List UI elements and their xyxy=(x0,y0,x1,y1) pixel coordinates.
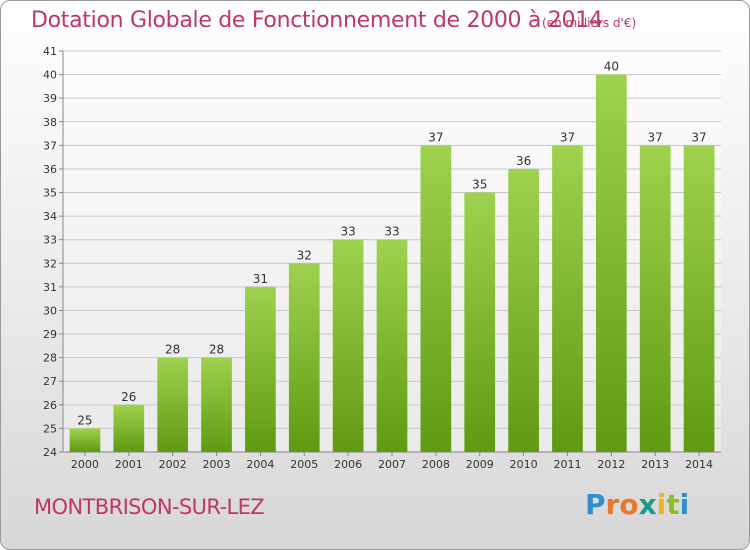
bar xyxy=(288,263,320,452)
logo-letter: t xyxy=(666,488,680,521)
bar-value-label: 40 xyxy=(604,60,619,74)
bar xyxy=(157,357,189,452)
x-tick-label: 2012 xyxy=(597,458,625,471)
bar-value-label: 28 xyxy=(165,343,180,357)
x-tick-label: 2007 xyxy=(378,458,406,471)
x-tick-label: 2011 xyxy=(553,458,581,471)
bar-value-label: 31 xyxy=(253,272,268,286)
bar-value-label: 35 xyxy=(472,178,487,192)
logo-letter: P xyxy=(585,488,606,521)
logo-letter: x xyxy=(638,488,657,521)
x-tick-label: 2004 xyxy=(246,458,274,471)
commune-name: MONTBRISON-SUR-LEZ xyxy=(34,495,265,519)
chart-title: Dotation Globale de Fonctionnement de 20… xyxy=(31,8,603,33)
bar xyxy=(201,357,232,452)
x-tick-label: 2005 xyxy=(290,458,318,471)
bar xyxy=(113,404,145,452)
proxiti-logo: Proxiti xyxy=(585,488,689,521)
unit-note: (en milliers d'€) xyxy=(542,16,637,30)
bar-value-label: 33 xyxy=(340,225,355,239)
y-tick-label: 40 xyxy=(43,69,57,82)
bar-value-label: 25 xyxy=(77,413,92,427)
x-tick-label: 2013 xyxy=(641,458,669,471)
y-tick-label: 37 xyxy=(43,139,57,152)
bar-value-label: 33 xyxy=(384,225,399,239)
y-tick-label: 36 xyxy=(43,163,57,176)
x-tick-label: 2010 xyxy=(510,458,538,471)
bar xyxy=(332,239,364,452)
bar xyxy=(595,74,627,453)
x-tick-label: 2000 xyxy=(71,458,99,471)
y-tick-label: 24 xyxy=(43,446,57,459)
bar xyxy=(420,145,452,452)
y-tick-label: 28 xyxy=(43,352,57,365)
logo-letter: o xyxy=(619,488,639,521)
x-tick-label: 2014 xyxy=(685,458,713,471)
y-tick-label: 31 xyxy=(43,281,57,294)
x-tick-label: 2009 xyxy=(466,458,494,471)
bar-value-label: 37 xyxy=(560,130,575,144)
bar xyxy=(245,286,276,452)
bar-value-label: 37 xyxy=(428,130,443,144)
bar xyxy=(69,428,101,452)
bar-value-label: 37 xyxy=(648,130,663,144)
x-tick-label: 2003 xyxy=(203,458,231,471)
y-tick-label: 27 xyxy=(43,375,57,388)
bar-value-label: 32 xyxy=(297,248,312,262)
x-tick-label: 2006 xyxy=(334,458,362,471)
bar xyxy=(376,239,408,452)
logo-letter: i xyxy=(656,488,667,521)
x-tick-label: 2008 xyxy=(422,458,450,471)
bar-value-label: 28 xyxy=(209,343,224,357)
y-tick-label: 26 xyxy=(43,399,57,412)
y-tick-label: 29 xyxy=(43,328,57,341)
bar-value-label: 36 xyxy=(516,154,531,168)
bar xyxy=(464,192,496,452)
bar-value-label: 37 xyxy=(691,130,706,144)
y-tick-label: 32 xyxy=(43,257,57,270)
y-tick-label: 35 xyxy=(43,187,57,200)
y-tick-label: 38 xyxy=(43,116,57,129)
bar xyxy=(552,145,583,452)
y-tick-label: 25 xyxy=(43,422,57,435)
logo-letter: r xyxy=(605,488,620,521)
y-tick-label: 34 xyxy=(43,210,57,223)
bar xyxy=(683,145,715,452)
x-tick-label: 2002 xyxy=(159,458,187,471)
x-tick-label: 2001 xyxy=(115,458,143,471)
y-tick-label: 41 xyxy=(43,45,57,58)
bar-value-label: 26 xyxy=(121,390,136,404)
y-tick-label: 30 xyxy=(43,304,57,317)
logo-letter: i xyxy=(679,488,690,521)
bar xyxy=(639,145,671,452)
y-tick-label: 33 xyxy=(43,234,57,247)
y-tick-label: 39 xyxy=(43,92,57,105)
bar xyxy=(508,168,539,453)
